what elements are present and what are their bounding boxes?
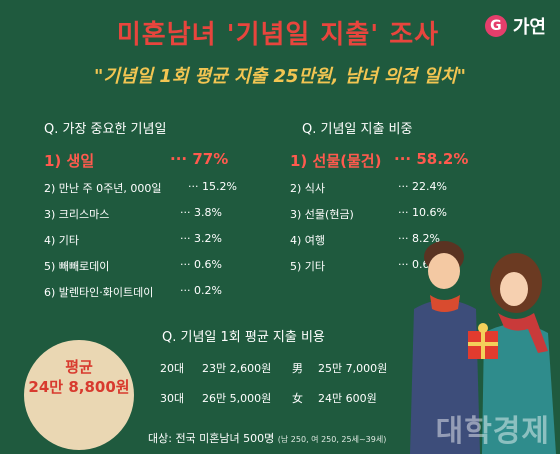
gender-group-amount: 24만 600원: [318, 392, 377, 405]
survey-target: 대상: 전국 미혼남녀 500명 (남 250, 여 250, 25세~39세): [148, 430, 386, 446]
spending-share-label: 5) 기타: [290, 260, 326, 273]
important-days-heading: Q. 가장 중요한 기념일: [44, 122, 167, 137]
spending-share-value: ··· 58.2%: [394, 150, 469, 168]
woman-scarf: [498, 313, 548, 353]
gender-group-label: 男: [292, 362, 303, 375]
survey-target-text: 대상: 전국 미혼남녀 500명: [148, 432, 275, 445]
gender-group-amount: 25만 7,000원: [318, 362, 388, 375]
spending-share-value: ··· 10.6%: [398, 206, 447, 219]
age-group-amount: 26만 5,000원: [202, 392, 272, 405]
brand-logo-text: 가연: [512, 17, 546, 38]
important-day-label: 6) 발렌타인·화이트데이: [44, 286, 154, 299]
couple-illustration: [410, 241, 556, 454]
important-day-value: ··· 3.2%: [180, 232, 222, 245]
survey-target-detail: (남 250, 여 250, 25세~39세): [277, 435, 387, 444]
brand-logo-mark: G: [484, 15, 507, 37]
important-day-value: ··· 77%: [170, 150, 229, 168]
important-day-label: 5) 빼빼로데이: [44, 260, 110, 273]
important-day-value: ··· 15.2%: [188, 180, 237, 193]
spending-share-label: 1) 선물(물건): [290, 152, 382, 170]
important-day-value: ··· 0.2%: [180, 284, 222, 297]
watermark: 대학경제: [435, 414, 550, 449]
important-day-value: ··· 3.8%: [180, 206, 222, 219]
age-group-amount: 23만 2,600원: [202, 362, 272, 375]
man-coat: [410, 300, 480, 454]
spending-share-value: ··· 22.4%: [398, 180, 447, 193]
gender-group-label: 女: [292, 392, 303, 405]
average-badge: [24, 340, 134, 450]
spending-share-label: 2) 식사: [290, 182, 326, 195]
gift-ribbon-h: [468, 342, 498, 346]
spending-share-value: ··· 8.2%: [398, 232, 440, 245]
important-day-label: 3) 크리스마스: [44, 208, 110, 221]
age-group-label: 30대: [160, 392, 185, 405]
woman-coat: [482, 324, 556, 454]
average-spend-heading: Q. 기념일 1회 평균 지출 비용: [162, 330, 325, 345]
brand-logo: G 가연: [484, 13, 546, 39]
important-day-label: 4) 기타: [44, 234, 80, 247]
infographic-title: 미혼남녀 '기념일 지출' 조사: [116, 20, 440, 50]
gift-bow: [478, 323, 488, 333]
man-face: [428, 253, 460, 289]
important-day-label: 2) 만난 주 0주년, 000일: [44, 182, 162, 195]
important-day-label: 1) 생일: [44, 152, 95, 170]
average-value: 24만 8,800원: [28, 378, 130, 396]
average-label: 평균: [65, 358, 93, 376]
age-group-label: 20대: [160, 362, 185, 375]
spending-share-label: 3) 선물(현금): [290, 208, 354, 221]
spending-share-label: 4) 여행: [290, 234, 326, 247]
man-scarf: [430, 295, 460, 312]
important-day-value: ··· 0.6%: [180, 258, 222, 271]
headline-quote: "기념일 1회 평균 지출 25만원, 남녀 의견 일치": [94, 66, 466, 87]
woman-face: [500, 272, 528, 306]
spending-share-heading: Q. 기념일 지출 비중: [302, 122, 413, 137]
